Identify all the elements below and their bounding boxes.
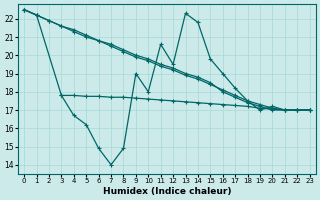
X-axis label: Humidex (Indice chaleur): Humidex (Indice chaleur) <box>103 187 231 196</box>
